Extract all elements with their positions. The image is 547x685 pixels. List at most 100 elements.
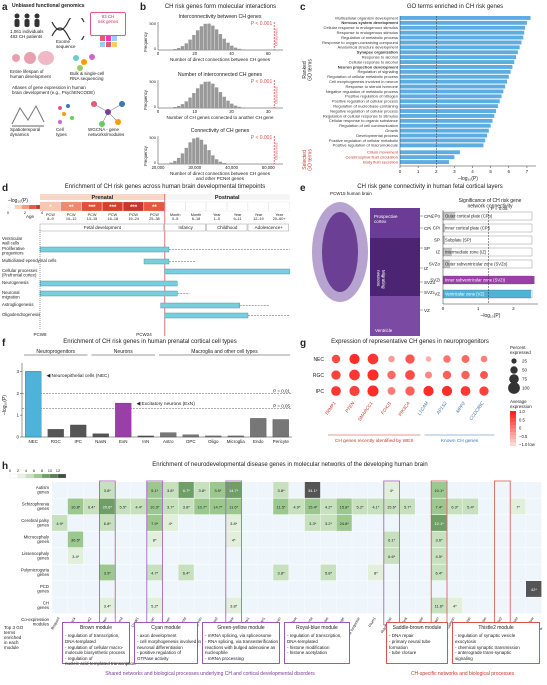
- h-heat-cell: [257, 581, 273, 597]
- f-title: Enrichment of CH risk genes in human pre…: [63, 339, 237, 345]
- h-heat-cell: [131, 548, 147, 564]
- h-heat-cell: [304, 482, 321, 498]
- h-heat-cell: [399, 564, 415, 581]
- b-h2-bin: [207, 81, 211, 108]
- h-heat-cell: [83, 597, 99, 614]
- g-avg-swatch: [510, 414, 516, 418]
- h-heat-cell: [83, 482, 99, 498]
- h-heat-cell: [162, 597, 178, 614]
- g-avg-tick: 0: [519, 426, 522, 431]
- c-bar: [400, 50, 518, 55]
- d-heat-star: ***: [109, 205, 117, 211]
- d-prenatal: Prenatal: [92, 195, 114, 201]
- h-heat-cell: [510, 498, 526, 515]
- celltypes-icon: [58, 104, 74, 124]
- e-brain-inner: [322, 212, 358, 292]
- h-heat-cell: [336, 548, 352, 564]
- g-dot: [442, 370, 452, 380]
- h-heat-cell: [146, 498, 163, 515]
- h-heat-cell: [162, 581, 178, 597]
- b-h1-bin: [237, 48, 242, 50]
- risk-genes-box: 93 CH risk genes: [90, 12, 126, 36]
- c-bar: [400, 160, 449, 164]
- b-h2-bin: [173, 106, 177, 108]
- c-xtick: 5: [489, 169, 492, 174]
- e-xtick: 1: [477, 306, 480, 311]
- g-dot: [424, 371, 433, 379]
- h-heat-value: 11.6*: [435, 603, 444, 608]
- h-heat-cell: [336, 498, 352, 515]
- h-heat-cell: [431, 564, 447, 581]
- b-h1-bin: [203, 23, 207, 50]
- b-h1-xtick: 40: [229, 51, 234, 56]
- c-category-label: Negative regulation of metabolic process: [326, 89, 398, 94]
- h-heat-cell: [115, 548, 131, 564]
- h-heat-cell: [368, 597, 384, 614]
- h-heat-cell: [194, 597, 210, 614]
- h-heat-cell: [447, 564, 463, 581]
- d-legend-swatch: [14, 204, 23, 210]
- c-category-label: Response to endogenous stimulus: [337, 30, 398, 35]
- h-heat-cell: [462, 498, 479, 515]
- h-heat-cell: [431, 515, 447, 531]
- f-bar: [70, 424, 87, 438]
- h-heat-cell: [52, 498, 68, 515]
- c-bar: [400, 45, 520, 50]
- c-xtick: 6: [508, 169, 511, 174]
- c-xtick: 2: [435, 169, 438, 174]
- h-heat-value: 34.1*: [308, 488, 318, 493]
- h-heat-value: 6.4*: [88, 504, 96, 509]
- h-heat-cell: [99, 515, 115, 531]
- f-category: Endo: [253, 439, 264, 444]
- h-legend-swatch: [9, 473, 19, 479]
- g-row-label: RGC: [313, 373, 325, 379]
- h-heat-value: 4*: [232, 537, 236, 542]
- a-lifespan: Entire lifespan of human development: [10, 69, 51, 79]
- b-h1-p: P < 0.001: [251, 21, 273, 27]
- b-h2-bin: [195, 88, 200, 108]
- e-layer-tag: SVZo: [424, 280, 436, 285]
- h-heat-cell: [146, 564, 163, 581]
- g-dot: [443, 355, 451, 363]
- e-layer-tag: SVZi: [424, 290, 434, 295]
- h-heat-cell: [320, 531, 336, 548]
- c-bar: [400, 155, 455, 160]
- h-heat-value: 12.1*: [434, 521, 444, 526]
- h-heat-cell: [178, 548, 194, 564]
- g-row-label: NEC: [313, 357, 324, 363]
- d-timeline-chart: –log₁₀(P) 0 2 4 Prenatal Postnatal * PCW 8–9 ** PC…: [2, 194, 290, 337]
- h-heat-cell: [241, 482, 257, 498]
- d-legend-swatch: [21, 204, 30, 210]
- g-avg-title: Average expression: [510, 399, 532, 409]
- f-bar: [272, 419, 289, 438]
- e-bar: [443, 290, 531, 298]
- b-h3-bin: [203, 144, 207, 164]
- c-category-label: Regulation of cellular metabolic process: [327, 74, 398, 79]
- h-heat-value: 42*: [531, 587, 537, 592]
- d-process-bar: [164, 268, 290, 275]
- d-age-label: Month 0–5: [170, 213, 181, 221]
- h-shared: Shared networks and biological processes…: [105, 671, 315, 677]
- h-heat-cell: [115, 531, 131, 548]
- f-bar: [205, 435, 222, 438]
- e-cortex-band: [370, 208, 420, 238]
- b-h3-ytick: 500: [149, 135, 156, 140]
- h-heat-value: 15.8*: [340, 504, 350, 509]
- h-heat-value: 3.8*: [278, 488, 286, 493]
- b-h1-bin: [173, 48, 177, 50]
- b-h1-xtick: 20: [192, 51, 197, 56]
- b-h1-bin: [233, 47, 238, 50]
- b-h1-obs: Observed: [273, 29, 278, 46]
- h-module-name: Salmon: [446, 617, 456, 630]
- e-brain: PCW15 human brain: [330, 191, 372, 196]
- h-heat-value: 10.1*: [434, 488, 444, 493]
- d-age-label: PCW 13–15: [87, 213, 98, 221]
- panel-label-g: g: [300, 338, 307, 349]
- b-h2-bin: [230, 103, 234, 108]
- h-heat-value: 5.2*: [357, 504, 365, 509]
- h-heat-value: 5.1*: [151, 488, 159, 493]
- h-heat-cell: [526, 498, 542, 515]
- h-heat-cell: [273, 548, 289, 564]
- d-age-label: PCW 16–18: [108, 213, 119, 221]
- b-h3-xlabel: Number of direct connections between CH …: [170, 171, 271, 181]
